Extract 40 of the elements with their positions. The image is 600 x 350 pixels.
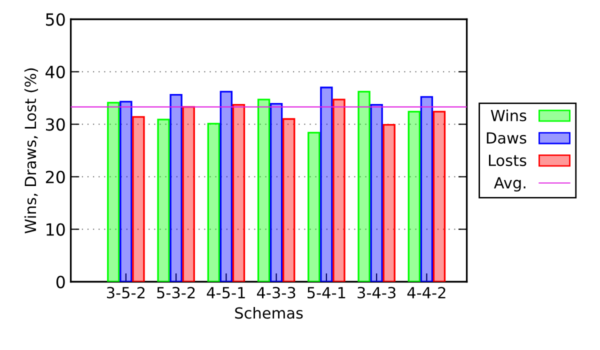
bar	[420, 96, 434, 282]
y-tick-label: 50	[46, 13, 65, 26]
x-axis-title: Schemas	[235, 306, 303, 319]
bar	[370, 104, 383, 282]
y-tick-label: 10	[46, 223, 65, 236]
x-tick-label: 4-4-2	[407, 286, 446, 298]
x-tick-label: 4-5-1	[206, 287, 245, 298]
bar	[358, 90, 370, 282]
x-tick-label: 5-3-2	[157, 286, 195, 298]
legend-label: Losts	[488, 154, 526, 166]
bar	[257, 98, 270, 282]
bar	[408, 110, 421, 282]
bar	[132, 116, 145, 282]
bar	[170, 94, 182, 282]
bar	[220, 90, 233, 282]
legend-label: Daws	[486, 132, 526, 144]
x-tick-label: 4-3-3	[256, 286, 296, 298]
bar	[320, 86, 333, 282]
x-tick-label: 5-4-1	[308, 287, 346, 298]
bar	[432, 110, 446, 282]
legend-label: Wins	[490, 109, 526, 122]
bar	[282, 118, 296, 282]
y-tick-label: 30	[46, 118, 65, 131]
bar	[182, 106, 195, 282]
bar	[270, 102, 283, 282]
bar	[332, 98, 346, 282]
bar	[157, 118, 170, 282]
y-tick-label: 0	[56, 276, 65, 288]
bar	[232, 104, 246, 282]
bar	[207, 122, 220, 282]
x-tick-label: 3-5-2	[107, 286, 145, 298]
bar	[107, 102, 120, 282]
bar	[120, 100, 132, 282]
legend-label: Avg.	[494, 177, 526, 192]
y-tick-label: 40	[46, 66, 65, 78]
bar	[382, 124, 396, 282]
y-tick-label: 20	[46, 170, 65, 184]
y-axis-title: Wins, Draws, Lost (%)	[24, 68, 38, 234]
x-tick-label: 3-4-3	[358, 286, 396, 298]
bar	[308, 132, 320, 282]
